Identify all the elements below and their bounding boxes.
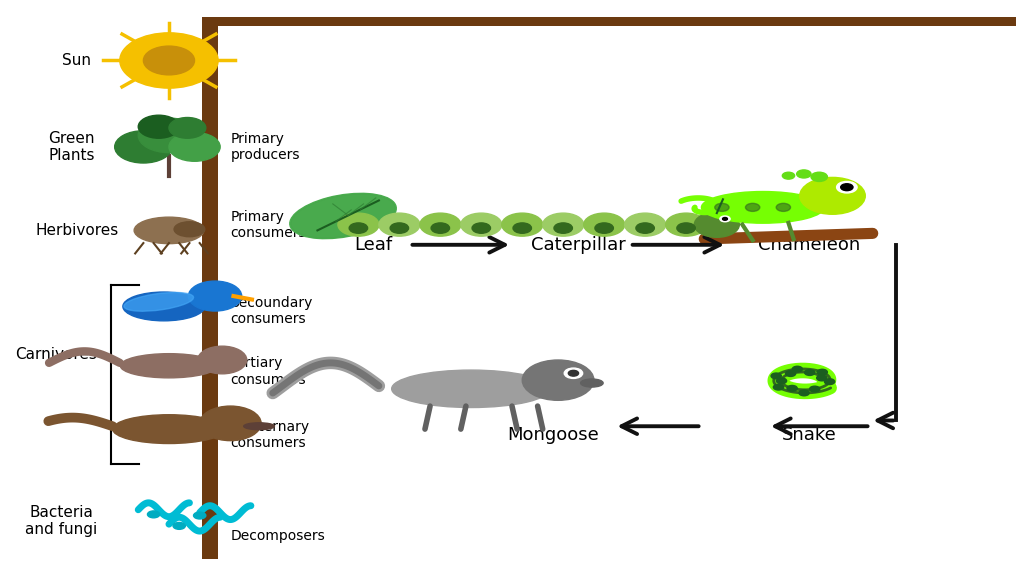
Circle shape bbox=[799, 390, 809, 396]
Circle shape bbox=[817, 375, 827, 381]
Circle shape bbox=[715, 203, 729, 211]
Ellipse shape bbox=[124, 293, 194, 311]
Circle shape bbox=[169, 132, 220, 161]
Circle shape bbox=[824, 379, 835, 385]
FancyArrowPatch shape bbox=[705, 233, 872, 239]
Text: Quaternary
consumers: Quaternary consumers bbox=[230, 420, 309, 450]
Text: Leaf: Leaf bbox=[354, 236, 393, 254]
Ellipse shape bbox=[291, 194, 395, 238]
Circle shape bbox=[677, 223, 695, 233]
Text: Green
Plants: Green Plants bbox=[48, 131, 95, 163]
Text: Mongoose: Mongoose bbox=[507, 426, 599, 444]
Circle shape bbox=[502, 213, 543, 236]
Circle shape bbox=[782, 172, 795, 179]
Circle shape bbox=[115, 131, 172, 163]
Circle shape bbox=[785, 371, 796, 377]
Ellipse shape bbox=[123, 292, 205, 321]
Circle shape bbox=[810, 386, 820, 392]
Circle shape bbox=[138, 118, 200, 153]
Ellipse shape bbox=[581, 379, 603, 387]
Circle shape bbox=[800, 177, 865, 214]
Ellipse shape bbox=[174, 222, 205, 237]
Circle shape bbox=[379, 213, 420, 236]
Circle shape bbox=[513, 223, 531, 233]
Circle shape bbox=[776, 203, 791, 211]
Circle shape bbox=[636, 223, 654, 233]
Circle shape bbox=[811, 172, 827, 181]
Circle shape bbox=[188, 281, 242, 311]
Text: Chameleon: Chameleon bbox=[758, 236, 860, 254]
Text: Bacteria
and fungi: Bacteria and fungi bbox=[26, 505, 97, 537]
Text: Primary
consumers: Primary consumers bbox=[230, 210, 306, 240]
Circle shape bbox=[120, 33, 218, 88]
Circle shape bbox=[797, 170, 811, 178]
Circle shape bbox=[194, 512, 206, 519]
Circle shape bbox=[200, 406, 261, 441]
Circle shape bbox=[625, 213, 666, 236]
Circle shape bbox=[805, 370, 815, 376]
Circle shape bbox=[771, 373, 781, 379]
Text: Sun: Sun bbox=[62, 53, 91, 68]
Circle shape bbox=[817, 369, 827, 375]
Circle shape bbox=[776, 378, 786, 384]
Bar bbox=[202, 17, 218, 559]
Circle shape bbox=[147, 511, 160, 518]
Circle shape bbox=[773, 384, 783, 390]
Circle shape bbox=[694, 212, 739, 237]
Circle shape bbox=[745, 203, 760, 211]
Circle shape bbox=[349, 223, 368, 233]
Circle shape bbox=[472, 223, 490, 233]
Ellipse shape bbox=[134, 217, 204, 244]
Circle shape bbox=[543, 213, 584, 236]
Ellipse shape bbox=[290, 194, 396, 238]
Text: Primary
producers: Primary producers bbox=[230, 132, 300, 162]
Ellipse shape bbox=[391, 370, 551, 408]
Circle shape bbox=[169, 118, 206, 138]
Text: Decomposers: Decomposers bbox=[230, 529, 326, 543]
Circle shape bbox=[554, 223, 572, 233]
Circle shape bbox=[787, 385, 798, 391]
Ellipse shape bbox=[113, 415, 225, 444]
Circle shape bbox=[461, 213, 502, 236]
Text: Caterpillar: Caterpillar bbox=[531, 236, 626, 254]
Circle shape bbox=[143, 46, 195, 75]
Text: Carnivores: Carnivores bbox=[15, 347, 97, 362]
Ellipse shape bbox=[244, 423, 274, 430]
Circle shape bbox=[793, 366, 803, 372]
Circle shape bbox=[173, 522, 185, 529]
Circle shape bbox=[666, 213, 707, 236]
Circle shape bbox=[420, 213, 461, 236]
Circle shape bbox=[390, 223, 409, 233]
Circle shape bbox=[723, 218, 727, 220]
Text: Snake: Snake bbox=[781, 426, 837, 444]
Ellipse shape bbox=[121, 354, 218, 378]
Circle shape bbox=[564, 368, 583, 378]
Circle shape bbox=[841, 184, 853, 191]
Text: Secoundary
consumers: Secoundary consumers bbox=[230, 296, 312, 326]
Ellipse shape bbox=[701, 192, 824, 223]
Circle shape bbox=[720, 216, 730, 222]
Circle shape bbox=[568, 370, 579, 376]
Circle shape bbox=[837, 181, 857, 193]
Circle shape bbox=[584, 213, 625, 236]
Circle shape bbox=[595, 223, 613, 233]
Text: Tertiary
consumers: Tertiary consumers bbox=[230, 357, 306, 386]
Bar bbox=[202, 17, 1016, 26]
Text: Herbivores: Herbivores bbox=[35, 223, 119, 238]
Circle shape bbox=[198, 346, 247, 374]
Circle shape bbox=[138, 115, 179, 138]
Circle shape bbox=[431, 223, 450, 233]
Circle shape bbox=[522, 360, 594, 400]
Circle shape bbox=[338, 213, 379, 236]
